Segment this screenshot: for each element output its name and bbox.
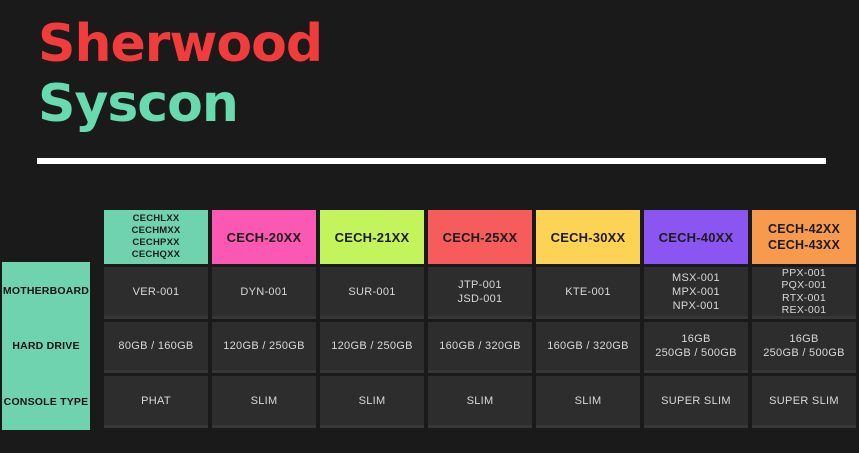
column-cechlxx-group: CECHLXX CECHMXX CECHPXX CECHQXX VER-001 80GB … — [104, 210, 208, 428]
title-underline — [37, 158, 826, 164]
header-cechlxx-group: CECHLXX CECHMXX CECHPXX CECHQXX — [104, 210, 208, 264]
header-cech-20xx: CECH-20XX — [212, 210, 316, 264]
cell-text-line: SLIM — [250, 394, 278, 407]
cell-text-line: VER-001 — [132, 285, 180, 298]
cell-text-line: 16GB — [681, 333, 711, 345]
cech-21xx-hard-drive-cell: 120GB / 250GB — [320, 322, 424, 373]
cell-text-line: SUR-001 — [348, 285, 396, 298]
column-cech-30xx: CECH-30XX KTE-001 160GB / 320GB SLIM — [536, 210, 640, 428]
cell-text-line: CECH-20XX — [226, 229, 302, 245]
row-label-hard-drive: HARD DRIVE — [12, 340, 80, 352]
cell-text-line: CECH-42XX — [768, 222, 840, 236]
cech-21xx-console-type-cell: SLIM — [320, 376, 424, 428]
cell-text-line: CECHPXX — [132, 237, 180, 248]
cell-text-line: NPX-001 — [672, 299, 720, 312]
cell-text-line: 160GB / 320GB — [439, 340, 521, 352]
cell-text-line: CECH-25XX — [442, 229, 518, 245]
cech-40xx-hard-drive-cell: 16GB 250GB / 500GB — [644, 322, 748, 373]
cell-text-line: 80GB / 160GB — [118, 340, 194, 352]
cell-text-line: CECHLXX — [132, 213, 180, 224]
title-block: Sherwood Syscon — [38, 14, 323, 134]
cell-text-line: CECH-30XX — [550, 229, 626, 245]
cech-30xx-hard-drive-cell: 160GB / 320GB — [536, 322, 640, 373]
cell-text-line: 250GB / 500GB — [655, 347, 737, 359]
page-title-line1: Sherwood — [38, 14, 323, 74]
column-cech-21xx: CECH-21XX SUR-001 120GB / 250GB SLIM — [320, 210, 424, 428]
page-title-line2: Syscon — [38, 74, 239, 134]
cell-text-line: DYN-001 — [240, 285, 288, 298]
cech-25xx-hard-drive-cell: 160GB / 320GB — [428, 322, 532, 373]
cell-text-line: CECHMXX — [131, 225, 181, 236]
row-label-console-type: CONSOLE TYPE — [3, 395, 89, 408]
cell-text-line: PHAT — [141, 394, 171, 407]
row-label-panel: MOTHERBOARD HARD DRIVE CONSOLE TYPE — [2, 262, 90, 430]
cell-text-line: JTP-001 — [458, 278, 502, 291]
cell-text-line: 16GB — [789, 333, 819, 345]
cech-40xx-console-type-cell: SUPER SLIM — [644, 376, 748, 428]
cell-text-line: REX-001 — [781, 304, 827, 316]
cell-text-line: SLIM — [574, 394, 602, 407]
cell-text-line: SLIM — [466, 394, 494, 407]
cell-text-line: CECH-21XX — [334, 229, 410, 245]
cech-25xx-motherboard-cell: JTP-001 JSD-001 — [428, 267, 532, 319]
cechlxx-group-motherboard-cell: VER-001 — [104, 267, 208, 319]
cech-30xx-motherboard-cell: KTE-001 — [536, 267, 640, 319]
spec-table: CECHLXX CECHMXX CECHPXX CECHQXX VER-001 80GB … — [104, 210, 856, 428]
cell-text-line: PPX-001 — [781, 266, 827, 279]
cell-text-line: CECH-43XX — [768, 238, 840, 252]
header-cech-30xx: CECH-30XX — [536, 210, 640, 264]
cell-text-line: CECHQXX — [131, 249, 181, 260]
cell-text-line: MSX-001 — [672, 271, 720, 284]
cell-text-line: 250GB / 500GB — [763, 347, 845, 359]
column-cech-40xx: CECH-40XX MSX-001 MPX-001 NPX-001 16GB 250GB … — [644, 210, 748, 428]
cech-21xx-motherboard-cell: SUR-001 — [320, 267, 424, 319]
cell-text-line: SUPER SLIM — [769, 394, 839, 407]
cech-42xx-43xx-console-type-cell: SUPER SLIM — [752, 376, 856, 428]
cell-text-line: CECH-40XX — [658, 229, 734, 245]
header-cech-25xx: CECH-25XX — [428, 210, 532, 264]
column-cech-25xx: CECH-25XX JTP-001 JSD-001 160GB / 320GB SLIM — [428, 210, 532, 428]
cell-text-line: 120GB / 250GB — [223, 340, 305, 352]
cell-text-line: PQX-001 — [781, 279, 827, 291]
column-cech-20xx: CECH-20XX DYN-001 120GB / 250GB SLIM — [212, 210, 316, 428]
cell-text-line: SUPER SLIM — [661, 394, 731, 407]
cechlxx-group-hard-drive-cell: 80GB / 160GB — [104, 322, 208, 373]
row-label-motherboard: MOTHERBOARD — [2, 284, 90, 297]
cech-20xx-hard-drive-cell: 120GB / 250GB — [212, 322, 316, 373]
header-cech-42xx-43xx: CECH-42XX CECH-43XX — [752, 210, 856, 264]
cech-20xx-console-type-cell: SLIM — [212, 376, 316, 428]
cechlxx-group-console-type-cell: PHAT — [104, 376, 208, 428]
cech-42xx-43xx-hard-drive-cell: 16GB 250GB / 500GB — [752, 322, 856, 373]
cell-text-line: JSD-001 — [457, 292, 503, 305]
cell-text-line: KTE-001 — [565, 285, 611, 298]
cech-30xx-console-type-cell: SLIM — [536, 376, 640, 428]
cell-text-line: 120GB / 250GB — [331, 340, 413, 352]
cech-42xx-43xx-motherboard-cell: PPX-001 PQX-001 RTX-001 REX-001 — [752, 267, 856, 319]
cell-text-line: MPX-001 — [672, 285, 720, 298]
column-cech-42xx-43xx: CECH-42XX CECH-43XX PPX-001 PQX-001 RTX-001 R… — [752, 210, 856, 428]
cell-text-line: RTX-001 — [782, 291, 826, 304]
cech-40xx-motherboard-cell: MSX-001 MPX-001 NPX-001 — [644, 267, 748, 319]
cech-25xx-console-type-cell: SLIM — [428, 376, 532, 428]
header-cech-21xx: CECH-21XX — [320, 210, 424, 264]
cell-text-line: 160GB / 320GB — [547, 340, 629, 352]
header-cech-40xx: CECH-40XX — [644, 210, 748, 264]
cell-text-line: SLIM — [358, 394, 386, 407]
cech-20xx-motherboard-cell: DYN-001 — [212, 267, 316, 319]
